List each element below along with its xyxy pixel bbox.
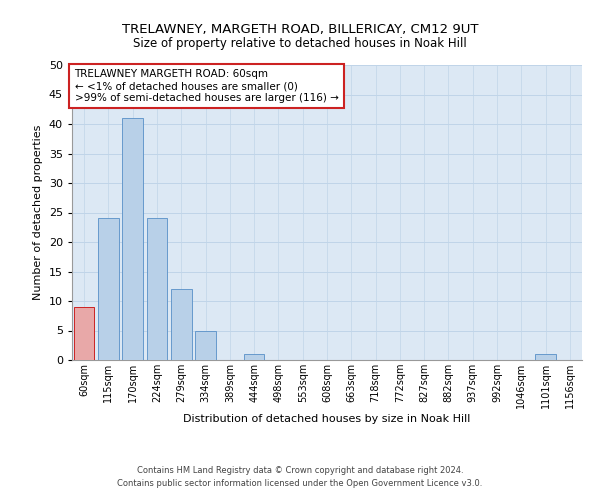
Bar [535,354,556,360]
Y-axis label: Number of detached properties: Number of detached properties [33,125,43,300]
Bar [74,307,94,360]
Bar [98,218,119,360]
Bar [146,218,167,360]
Bar [171,289,191,360]
X-axis label: Distribution of detached houses by size in Noak Hill: Distribution of detached houses by size … [184,414,470,424]
Text: Size of property relative to detached houses in Noak Hill: Size of property relative to detached ho… [133,38,467,51]
Bar [244,354,265,360]
Text: Contains HM Land Registry data © Crown copyright and database right 2024.
Contai: Contains HM Land Registry data © Crown c… [118,466,482,487]
Bar [122,118,143,360]
Bar [195,330,216,360]
Text: TRELAWNEY, MARGETH ROAD, BILLERICAY, CM12 9UT: TRELAWNEY, MARGETH ROAD, BILLERICAY, CM1… [122,22,478,36]
Text: TRELAWNEY MARGETH ROAD: 60sqm
← <1% of detached houses are smaller (0)
>99% of s: TRELAWNEY MARGETH ROAD: 60sqm ← <1% of d… [74,70,338,102]
